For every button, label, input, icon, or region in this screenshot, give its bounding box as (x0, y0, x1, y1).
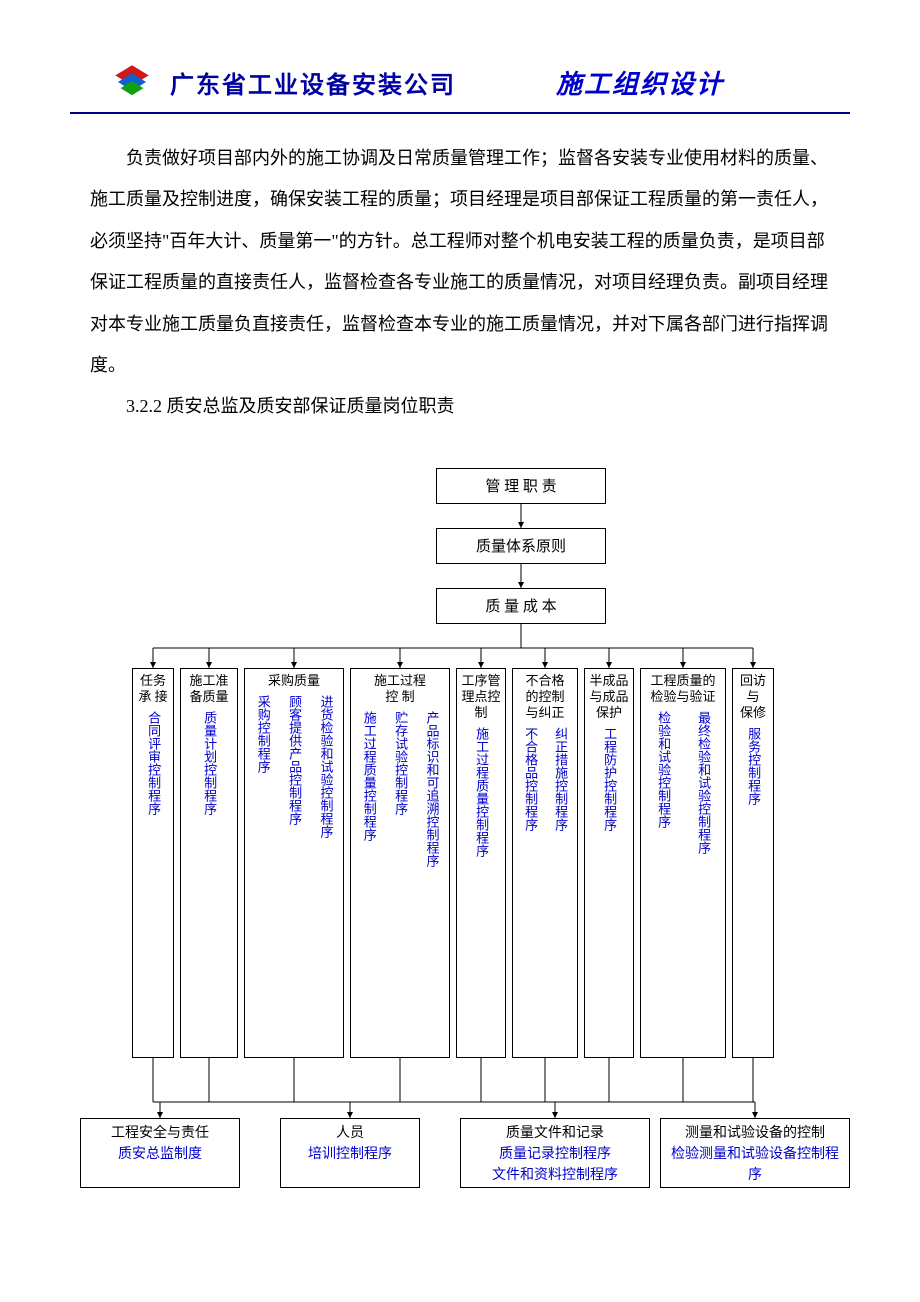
category-title: 工程质量的检验与验证 (643, 673, 723, 706)
bottom-box-procedure: 培训控制程序 (285, 1144, 415, 1165)
sub-procedure: 不合格品控制程序 (522, 727, 538, 1052)
sub-procedure: 产品标识和可追溯控制程序 (423, 711, 439, 1053)
sub-procedure: 纠正措施控制程序 (552, 727, 568, 1052)
sub-procedure: 服务控制程序 (745, 727, 761, 1052)
bottom-box-procedure: 质量记录控制程序 (465, 1144, 645, 1165)
category-box: 施工过程控 制施工过程质量控制程序贮存试验控制程序产品标识和可追溯控制程序 (350, 668, 450, 1058)
bottom-box-procedure: 检验测量和试验设备控制程序 (665, 1144, 845, 1186)
bottom-box-title: 测量和试验设备的控制 (665, 1123, 845, 1144)
top-box-system: 质量体系原则 (436, 528, 606, 564)
category-box: 施工准备质量质量计划控制程序 (180, 668, 238, 1058)
sub-procedure: 顾客提供产品控制程序 (286, 695, 302, 1053)
category-title: 任务承 接 (135, 673, 171, 706)
bottom-box-procedure: 质安总监制度 (85, 1144, 235, 1165)
top-box-mgmt: 管 理 职 责 (436, 468, 606, 504)
doc-title: 施工组织设计 (556, 64, 724, 101)
company-name: 广东省工业设备安装公司 (170, 65, 456, 100)
category-title: 施工过程控 制 (353, 673, 447, 706)
sub-procedure: 检验和试验控制程序 (655, 711, 671, 1053)
main-paragraph: 负责做好项目部内外的施工协调及日常质量管理工作；监督各安装专业使用材料的质量、施… (90, 138, 830, 386)
bottom-box-procedure: 文件和资料控制程序 (465, 1165, 645, 1186)
company-logo-icon (110, 60, 154, 104)
bottom-box-title: 质量文件和记录 (465, 1123, 645, 1144)
body-text: 负责做好项目部内外的施工协调及日常质量管理工作；监督各安装专业使用材料的质量、施… (70, 138, 850, 428)
bottom-box-title: 人员 (285, 1123, 415, 1144)
category-box: 工程质量的检验与验证检验和试验控制程序 最终检验和试验控制程序 (640, 668, 726, 1058)
quality-flowchart: 管 理 职 责质量体系原则质 量 成 本任务承 接合同评审控制程序施工准备质量质… (70, 468, 850, 1248)
category-title: 半成品与成品保护 (587, 673, 631, 722)
category-box: 任务承 接合同评审控制程序 (132, 668, 174, 1058)
bottom-box: 工程安全与责任质安总监制度 (80, 1118, 240, 1188)
category-title: 工序管理点控制 (459, 673, 503, 722)
category-box: 工序管理点控制施工过程质量控制程序 (456, 668, 506, 1058)
page-header: 广东省工业设备安装公司 施工组织设计 (70, 60, 850, 114)
sub-procedure: 质量计划控制程序 (201, 711, 217, 1053)
category-box: 回访与保修服务控制程序 (732, 668, 774, 1058)
sub-procedure: 采购控制程序 (255, 695, 271, 1053)
sub-procedure: 施工过程质量控制程序 (473, 727, 489, 1052)
sub-procedure: 进货检验和试验控制程序 (317, 695, 333, 1053)
sub-procedure: 合同评审控制程序 (145, 711, 161, 1053)
category-box: 不合格的控制与纠正不合格品控制程序纠正措施控制程序 (512, 668, 578, 1058)
bottom-box-title: 工程安全与责任 (85, 1123, 235, 1144)
category-box: 半成品与成品保护工程防护控制程序 (584, 668, 634, 1058)
category-title: 施工准备质量 (183, 673, 235, 706)
category-title: 采购质量 (247, 673, 341, 689)
bottom-box: 质量文件和记录质量记录控制程序文件和资料控制程序 (460, 1118, 650, 1188)
section-heading: 3.2.2 质安总监及质安部保证质量岗位职责 (90, 386, 830, 427)
sub-procedure: 施工过程质量控制程序 (361, 711, 377, 1053)
bottom-box: 人员培训控制程序 (280, 1118, 420, 1188)
category-box: 采购质量采购控制程序顾客提供产品控制程序进货检验和试验控制程序 (244, 668, 344, 1058)
sub-procedure: 最终检验和试验控制程序 (695, 711, 711, 1053)
sub-procedure: 工程防护控制程序 (601, 727, 617, 1052)
bottom-box: 测量和试验设备的控制检验测量和试验设备控制程序 (660, 1118, 850, 1188)
top-box-cost: 质 量 成 本 (436, 588, 606, 624)
category-title: 不合格的控制与纠正 (515, 673, 575, 722)
sub-procedure: 贮存试验控制程序 (392, 711, 408, 1053)
category-title: 回访与保修 (735, 673, 771, 722)
